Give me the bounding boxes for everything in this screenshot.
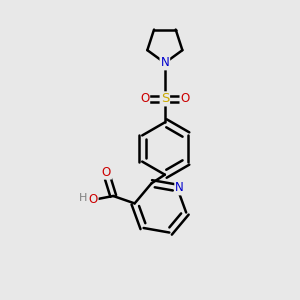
Text: H: H (79, 194, 88, 203)
Text: S: S (161, 92, 169, 105)
Text: O: O (180, 92, 190, 105)
Text: O: O (140, 92, 149, 105)
Text: N: N (160, 56, 169, 69)
Text: O: O (88, 193, 98, 206)
Text: N: N (175, 182, 184, 194)
Text: O: O (102, 166, 111, 179)
